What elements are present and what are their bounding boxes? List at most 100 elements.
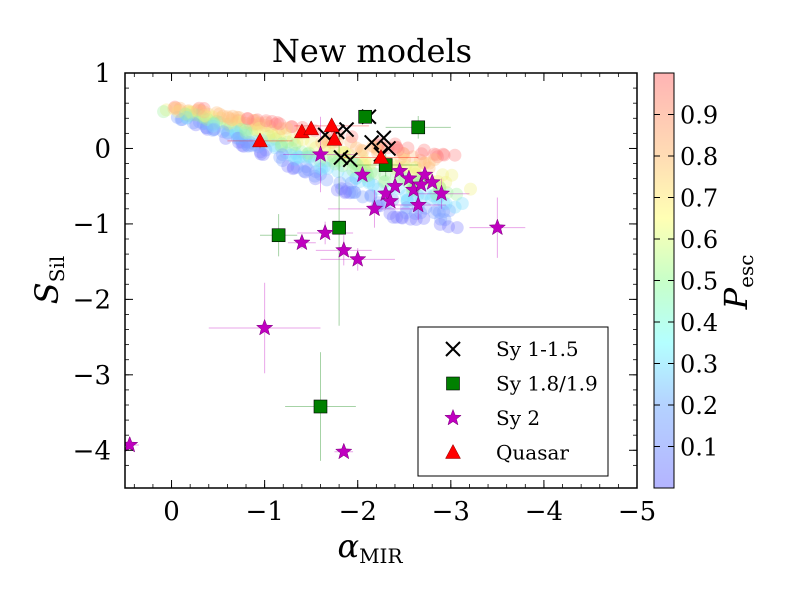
model-cloud	[157, 100, 477, 235]
model-point	[406, 150, 420, 164]
model-point	[287, 161, 301, 175]
model-point	[408, 161, 422, 175]
model-point	[273, 117, 287, 131]
colorbar-label-main: P	[717, 287, 755, 310]
model-point	[290, 160, 304, 174]
model-point	[275, 139, 288, 153]
model-point	[326, 154, 340, 168]
model-point	[200, 122, 214, 136]
point-sy-2	[488, 218, 507, 236]
point-sy-1-1-5	[333, 149, 349, 166]
point-sy-2	[348, 250, 367, 267]
model-point	[174, 113, 188, 127]
model-point	[230, 131, 244, 145]
model-point	[450, 221, 464, 235]
model-point	[237, 139, 251, 153]
model-point	[390, 210, 404, 224]
model-point	[207, 123, 221, 136]
model-point	[268, 141, 282, 155]
model-point	[417, 211, 431, 225]
model-point	[279, 146, 293, 160]
model-point	[256, 148, 270, 161]
model-point	[254, 147, 268, 161]
model-point	[157, 105, 171, 119]
legend-item-sy-1-1-5: Sy 1-1.5	[445, 337, 579, 361]
model-point	[290, 135, 304, 149]
model-point	[185, 105, 199, 119]
point-sy-2	[409, 195, 427, 213]
model-point	[288, 153, 302, 167]
model-point	[199, 120, 213, 134]
model-point	[398, 153, 412, 167]
model-point	[408, 207, 422, 220]
model-point	[302, 149, 316, 163]
model-point	[170, 110, 184, 124]
model-point	[197, 105, 211, 119]
colorbar-tick-label: 0.9	[680, 102, 718, 130]
model-point	[437, 148, 451, 162]
colorbar-label-sub: esc	[734, 255, 758, 288]
model-point	[281, 159, 295, 173]
point-sy-1-8-1-9	[411, 120, 426, 135]
model-point	[231, 114, 245, 128]
model-point	[395, 210, 409, 224]
model-point	[193, 109, 207, 122]
model-point	[413, 153, 427, 167]
model-point	[320, 173, 334, 187]
x-tick-label: −3	[432, 497, 470, 527]
model-point	[293, 150, 306, 164]
model-point	[355, 149, 369, 163]
model-point	[424, 192, 438, 206]
model-point	[250, 113, 264, 127]
data-points	[125, 109, 507, 460]
chart-title: New models	[272, 32, 472, 70]
point-sy-2	[311, 145, 330, 162]
model-point	[238, 128, 252, 142]
model-point	[189, 108, 203, 122]
model-point	[302, 146, 316, 160]
model-point	[229, 126, 243, 140]
y-tick-label: −2	[73, 285, 111, 315]
legend-item-sy-2: Sy 2	[444, 406, 540, 430]
model-point	[241, 112, 255, 126]
model-point	[399, 188, 413, 202]
model-point	[200, 121, 213, 135]
model-point	[182, 104, 196, 118]
model-point	[265, 124, 278, 138]
model-point	[262, 129, 276, 143]
point-sy-2	[423, 173, 441, 190]
point-quasar	[323, 117, 340, 133]
model-point	[252, 116, 266, 130]
model-point	[219, 131, 233, 145]
model-point	[291, 150, 305, 164]
model-point	[221, 117, 234, 131]
model-point	[427, 147, 441, 161]
model-point	[223, 119, 237, 133]
model-point	[232, 131, 246, 145]
model-point	[364, 165, 378, 179]
model-point	[226, 109, 240, 123]
model-point	[437, 205, 451, 219]
colorbar-tick-label: 0.6	[680, 226, 718, 254]
point-quasar	[303, 120, 320, 136]
model-point	[193, 107, 207, 121]
model-point	[259, 116, 273, 130]
y-axis-label: SSil	[28, 256, 69, 304]
model-point	[345, 130, 359, 144]
x-tick-label: −4	[525, 497, 563, 527]
model-point	[417, 156, 431, 170]
model-point	[219, 123, 233, 137]
model-point	[317, 160, 331, 174]
model-point	[399, 206, 413, 220]
model-point	[295, 145, 309, 159]
model-point	[431, 150, 445, 164]
model-point	[229, 116, 243, 130]
model-point	[210, 114, 224, 128]
model-point	[264, 133, 278, 147]
model-point	[247, 114, 261, 127]
legend-label-sy-1-1-5: Sy 1-1.5	[496, 337, 579, 361]
model-point	[234, 122, 248, 136]
model-point	[335, 182, 349, 196]
point-sy-1-8-1-9	[271, 228, 286, 243]
